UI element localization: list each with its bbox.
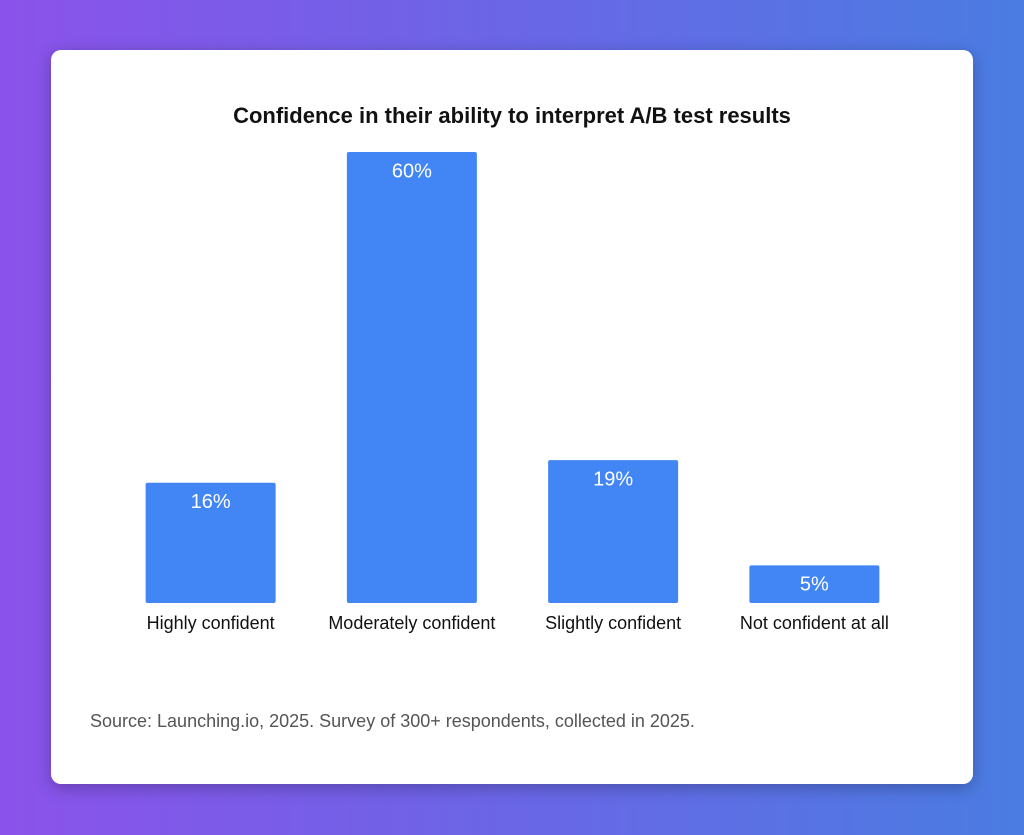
x-tick-label: Highly confident [147,613,275,633]
x-tick-label: Moderately confident [328,613,495,633]
x-tick-label: Not confident at all [740,613,889,633]
source-note: Source: Launching.io, 2025. Survey of 30… [90,711,695,731]
value-label: 16% [191,491,231,513]
bar [548,460,679,603]
value-label: 60% [392,160,432,182]
bar [145,482,276,603]
value-label: 19% [593,468,633,490]
value-label: 5% [800,574,829,596]
bar [749,565,880,603]
bar [346,152,477,603]
card [51,50,973,784]
chart-title: Confidence in their ability to interpret… [233,103,791,128]
x-tick-label: Slightly confident [545,613,681,633]
